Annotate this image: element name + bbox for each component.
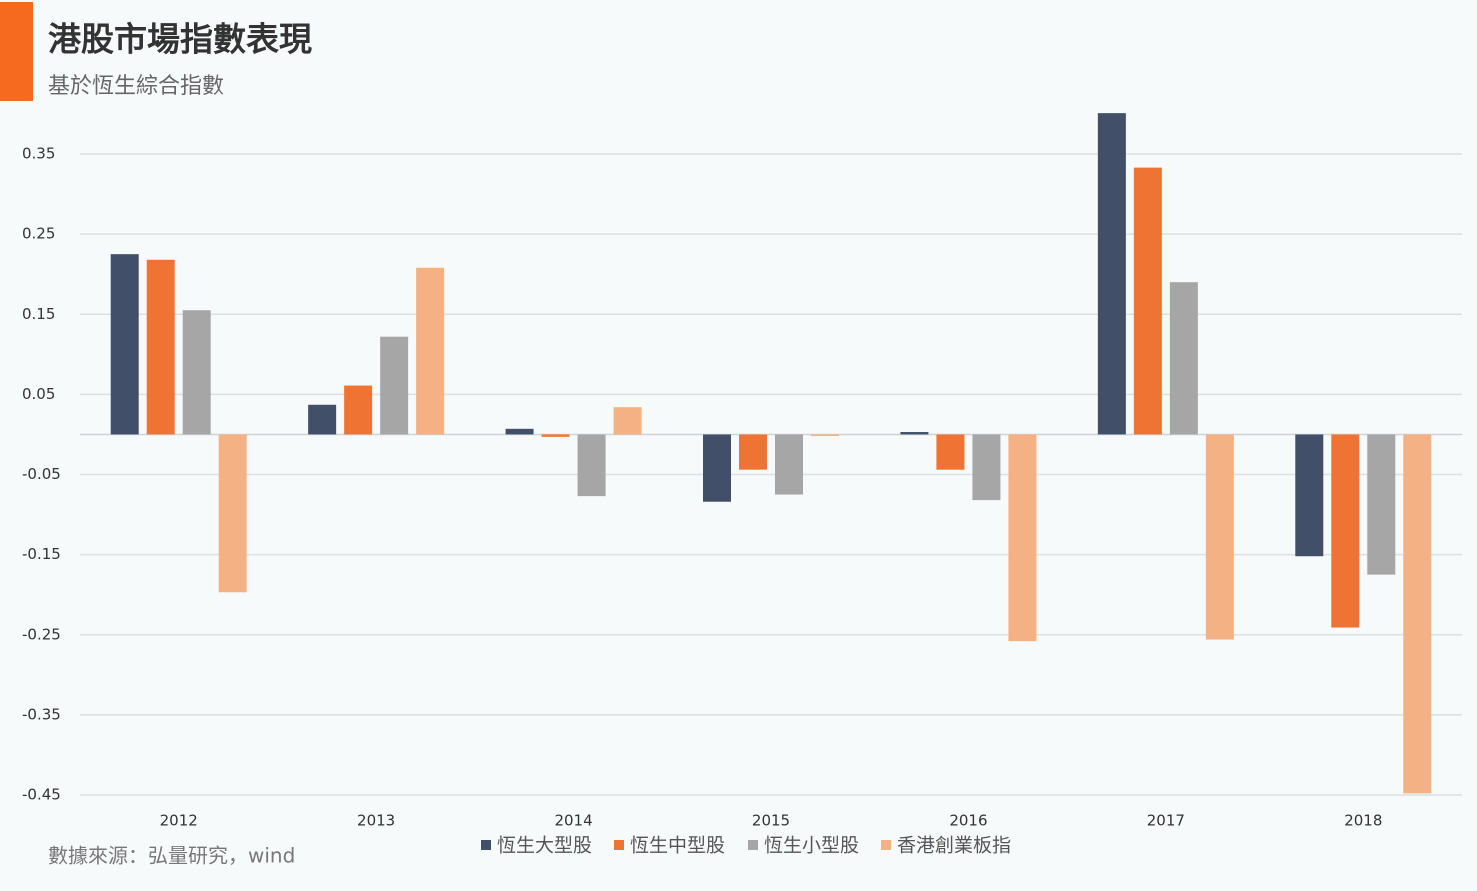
bar	[1367, 434, 1396, 575]
bar	[972, 434, 1001, 501]
bar	[380, 336, 409, 435]
chart-subtitle: 基於恆生綜合指數	[48, 74, 224, 99]
title-accent	[0, 2, 33, 101]
bar	[1205, 434, 1234, 640]
legend-label: 恆生中型股	[630, 835, 725, 857]
x-tick-label: 2012	[160, 812, 198, 830]
y-tick-label: 0.35	[22, 145, 55, 163]
x-tick-label: 2016	[949, 812, 987, 830]
bar	[344, 385, 373, 435]
bar	[703, 434, 731, 502]
legend-swatch	[481, 840, 491, 850]
bar	[505, 428, 534, 435]
bar	[1295, 434, 1324, 557]
legend-swatch	[748, 840, 758, 850]
legend-label: 香港創業板指	[897, 835, 1011, 857]
bar	[541, 434, 570, 437]
y-tick-label: -0.05	[22, 465, 61, 483]
x-tick-label: 2013	[357, 812, 395, 830]
chart-title: 港股市場指數表現	[48, 20, 312, 59]
y-tick-label: 0.15	[22, 305, 55, 323]
bar	[775, 434, 803, 495]
legend-swatch	[614, 840, 624, 850]
x-tick-label: 2018	[1344, 812, 1382, 830]
y-tick-label: -0.45	[22, 786, 61, 804]
x-tick-label: 2017	[1147, 812, 1185, 830]
x-tick-label: 2014	[554, 812, 592, 830]
bar	[182, 310, 211, 435]
bar	[936, 434, 965, 470]
bar	[577, 434, 606, 497]
bar	[1133, 167, 1162, 435]
bar	[1331, 434, 1360, 628]
x-tick-label: 2015	[752, 812, 790, 830]
bar	[218, 434, 247, 593]
bar	[110, 254, 139, 435]
bar	[811, 434, 839, 437]
bar	[613, 407, 642, 435]
bar	[146, 259, 175, 435]
bar	[1008, 434, 1037, 642]
bar	[900, 432, 929, 435]
bar	[1403, 434, 1432, 794]
bar	[1169, 282, 1198, 435]
bar	[739, 434, 767, 470]
legend-swatch	[881, 840, 891, 850]
y-tick-label: 0.25	[22, 225, 55, 243]
bar	[308, 404, 337, 435]
legend-label: 恆生大型股	[497, 835, 592, 857]
legend-label: 恆生小型股	[764, 835, 859, 857]
bar	[1097, 113, 1126, 435]
bar	[416, 267, 445, 435]
y-tick-label: -0.25	[22, 625, 61, 643]
y-tick-label: -0.35	[22, 705, 61, 723]
y-tick-label: 0.05	[22, 385, 55, 403]
source-note: 數據來源：弘量研究，wind	[48, 844, 295, 868]
y-tick-label: -0.15	[22, 545, 61, 563]
